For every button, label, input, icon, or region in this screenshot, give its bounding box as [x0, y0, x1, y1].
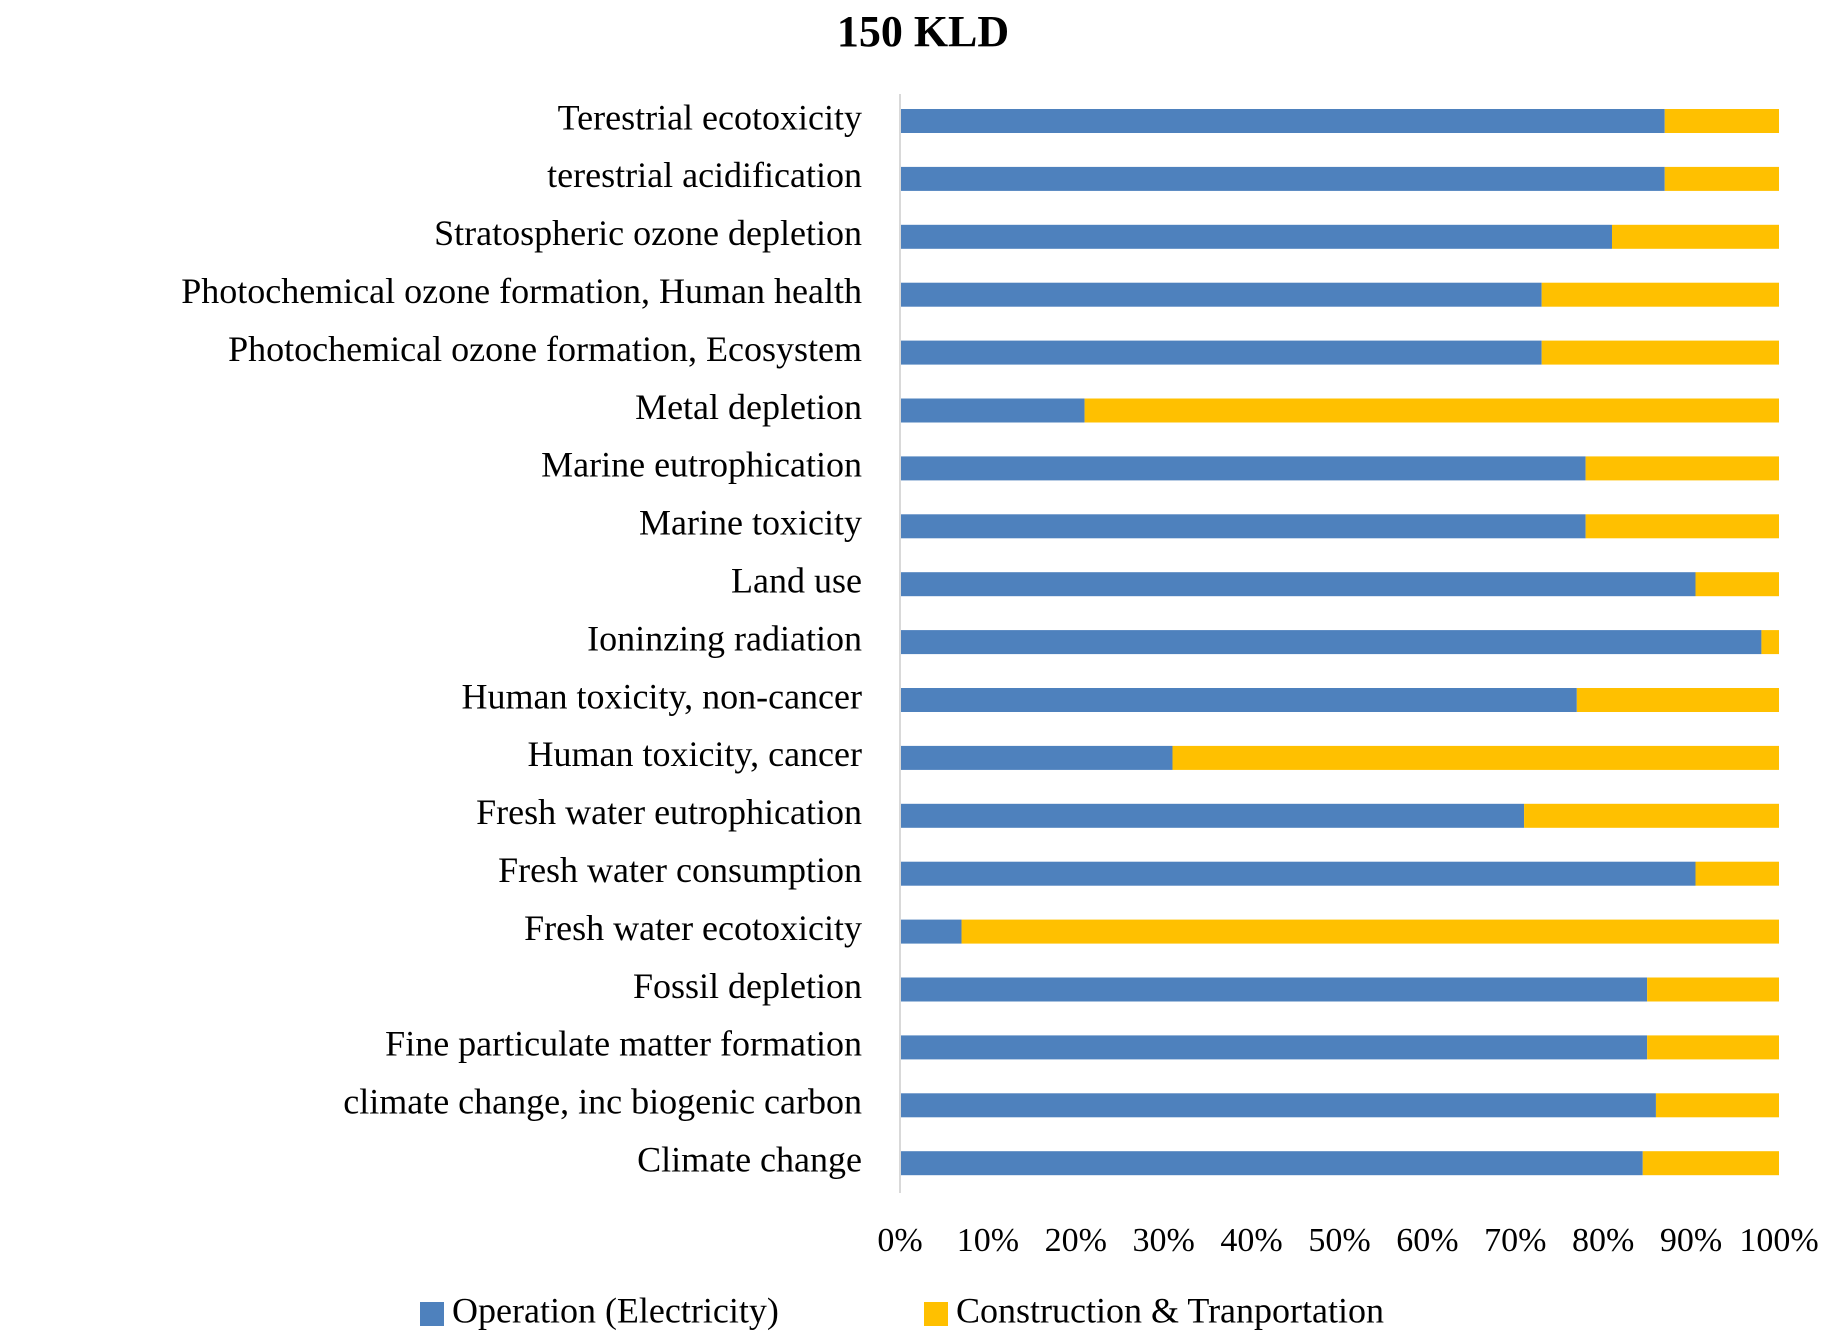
- bar-segment: [901, 166, 1665, 191]
- bar-segment: [1541, 340, 1779, 365]
- bar-segment: [901, 630, 1762, 655]
- x-tick-label: 50%: [1308, 1222, 1370, 1259]
- bar-segment: [1695, 861, 1779, 886]
- x-tick-label: 30%: [1133, 1222, 1195, 1259]
- bar-segment: [1585, 456, 1779, 481]
- category-label: Metal depletion: [635, 387, 862, 427]
- x-tick-label: 80%: [1572, 1222, 1634, 1259]
- bar-segment: [901, 919, 962, 944]
- category-label: climate change, inc biogenic carbon: [343, 1082, 862, 1122]
- bar-segment: [1647, 1035, 1779, 1060]
- bar-segment: [1642, 1151, 1779, 1176]
- bar-segment: [901, 340, 1542, 365]
- legend-swatch: [924, 1302, 948, 1326]
- bar-segment: [901, 977, 1648, 1002]
- bar-segment: [901, 1093, 1656, 1118]
- category-label: Fresh water consumption: [498, 850, 862, 890]
- bar-segment: [1084, 398, 1779, 423]
- bar-segment: [1664, 109, 1779, 133]
- legend-label: Operation (Electricity): [452, 1290, 779, 1330]
- category-label: Marine toxicity: [639, 503, 862, 543]
- bar-segment: [1172, 745, 1779, 770]
- category-label: Fossil depletion: [633, 966, 862, 1006]
- bar-segment: [901, 514, 1586, 539]
- category-label: Stratospheric ozone depletion: [434, 213, 862, 253]
- category-label: terestrial acidification: [547, 155, 862, 195]
- bar-segment: [1655, 1093, 1779, 1118]
- x-tick-label: 100%: [1739, 1222, 1818, 1259]
- x-tick-label: 10%: [957, 1222, 1019, 1259]
- bar-segment: [1664, 166, 1779, 191]
- bar-segment: [901, 1035, 1648, 1060]
- bar-segment: [901, 803, 1525, 828]
- x-tick-label: 90%: [1660, 1222, 1722, 1259]
- category-label: Marine eutrophication: [541, 445, 862, 485]
- x-tick-label: 0%: [877, 1222, 922, 1259]
- category-label: Human toxicity, non-cancer: [461, 676, 862, 716]
- legend-swatch: [420, 1302, 444, 1326]
- x-tick-label: 70%: [1484, 1222, 1546, 1259]
- bar-segment: [901, 688, 1577, 712]
- x-tick-label: 20%: [1045, 1222, 1107, 1259]
- bar-segment: [901, 456, 1586, 481]
- bar-segment: [961, 919, 1779, 944]
- bar-segment: [1576, 688, 1779, 712]
- category-label: Climate change: [637, 1139, 862, 1179]
- bar-segment: [901, 109, 1665, 133]
- category-label: Photochemical ozone formation, Human hea…: [181, 271, 862, 311]
- bar-segment: [901, 224, 1612, 249]
- category-label: Terestrial ecotoxicity: [558, 97, 862, 137]
- category-label: Land use: [731, 560, 862, 600]
- bar-segment: [1647, 977, 1779, 1002]
- category-label: Fine particulate matter formation: [385, 1024, 862, 1064]
- bar-segment: [901, 745, 1173, 770]
- category-label: Ioninzing radiation: [587, 618, 862, 658]
- bar-segment: [1585, 514, 1779, 539]
- bar-segment: [1695, 572, 1779, 597]
- category-label: Photochemical ozone formation, Ecosystem: [228, 329, 862, 369]
- legend-label: Construction & Tranportation: [956, 1290, 1384, 1330]
- bar-segment: [1541, 282, 1779, 307]
- bar-segment: [1761, 630, 1779, 655]
- bar-segment: [901, 398, 1085, 423]
- category-label: Human toxicity, cancer: [527, 734, 862, 774]
- bar-segment: [1524, 803, 1779, 828]
- bar-segment: [1611, 224, 1779, 249]
- category-label: Fresh water eutrophication: [476, 792, 862, 832]
- category-label: Fresh water ecotoxicity: [524, 908, 862, 948]
- bar-segment: [901, 282, 1542, 307]
- x-tick-label: 40%: [1220, 1222, 1282, 1259]
- bar-segment: [901, 861, 1696, 886]
- chart-title: 150 KLD: [837, 7, 1009, 56]
- bar-segment: [901, 1151, 1643, 1176]
- bar-segment: [901, 572, 1696, 597]
- x-tick-label: 60%: [1396, 1222, 1458, 1259]
